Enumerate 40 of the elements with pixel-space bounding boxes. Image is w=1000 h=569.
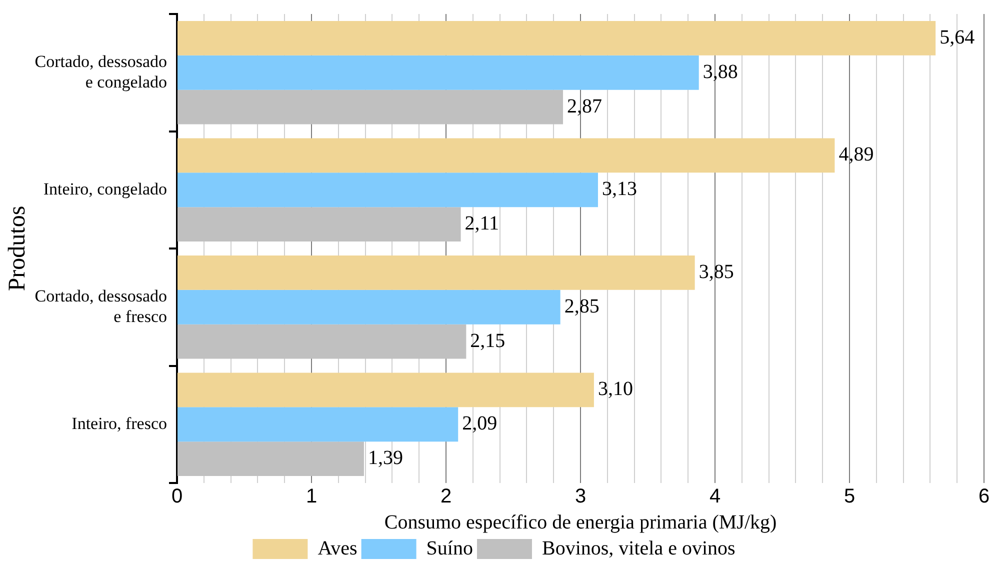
bar bbox=[178, 21, 936, 56]
data-label: 2,87 bbox=[567, 95, 602, 118]
bar bbox=[178, 207, 461, 242]
y-tick-label: Cortado, dessosado e congelado bbox=[34, 52, 168, 92]
data-label: 5,64 bbox=[940, 26, 975, 48]
bar bbox=[178, 138, 835, 173]
data-label: 3,85 bbox=[698, 260, 734, 283]
bar bbox=[178, 90, 564, 124]
data-label: 1,39 bbox=[368, 447, 403, 470]
legend-label: Bovinos, vitela e ovinos bbox=[542, 537, 736, 560]
data-label: 2,11 bbox=[464, 212, 500, 235]
data-label: 2,15 bbox=[470, 330, 506, 352]
bar bbox=[178, 256, 695, 290]
x-tick-label: 1 bbox=[306, 486, 318, 508]
data-label: 3,88 bbox=[702, 60, 738, 83]
data-label: 2,09 bbox=[462, 412, 498, 435]
x-tick-label: 4 bbox=[709, 486, 721, 508]
bar bbox=[178, 407, 458, 442]
y-tick-label: Inteiro, congelado bbox=[43, 179, 168, 198]
y-tick-label: Inteiro, fresco bbox=[72, 414, 168, 433]
data-label: 4,89 bbox=[838, 144, 874, 166]
x-tick-label: 2 bbox=[440, 486, 452, 508]
y-tick-label: Cortado, dessosado e fresco bbox=[34, 286, 168, 326]
bar bbox=[178, 442, 364, 476]
bar bbox=[178, 55, 699, 90]
x-tick-label: 5 bbox=[844, 486, 856, 508]
bar bbox=[178, 372, 594, 408]
x-tick-label: 0 bbox=[171, 486, 183, 508]
x-tick-label: 6 bbox=[978, 486, 990, 508]
data-label: 3,10 bbox=[598, 378, 633, 400]
y-axis-title: Produtos bbox=[4, 206, 31, 292]
bar bbox=[178, 324, 466, 359]
data-label: 3,13 bbox=[602, 178, 637, 200]
legend-label: Suíno bbox=[426, 537, 473, 560]
x-tick-label: 3 bbox=[574, 486, 586, 508]
bar bbox=[178, 290, 560, 324]
data-label: 2,85 bbox=[564, 295, 600, 318]
legend-label: Aves bbox=[318, 537, 358, 560]
bar bbox=[178, 172, 598, 208]
x-axis-title: Consumo específico de energia primaria (MJ/kg) bbox=[384, 511, 777, 534]
